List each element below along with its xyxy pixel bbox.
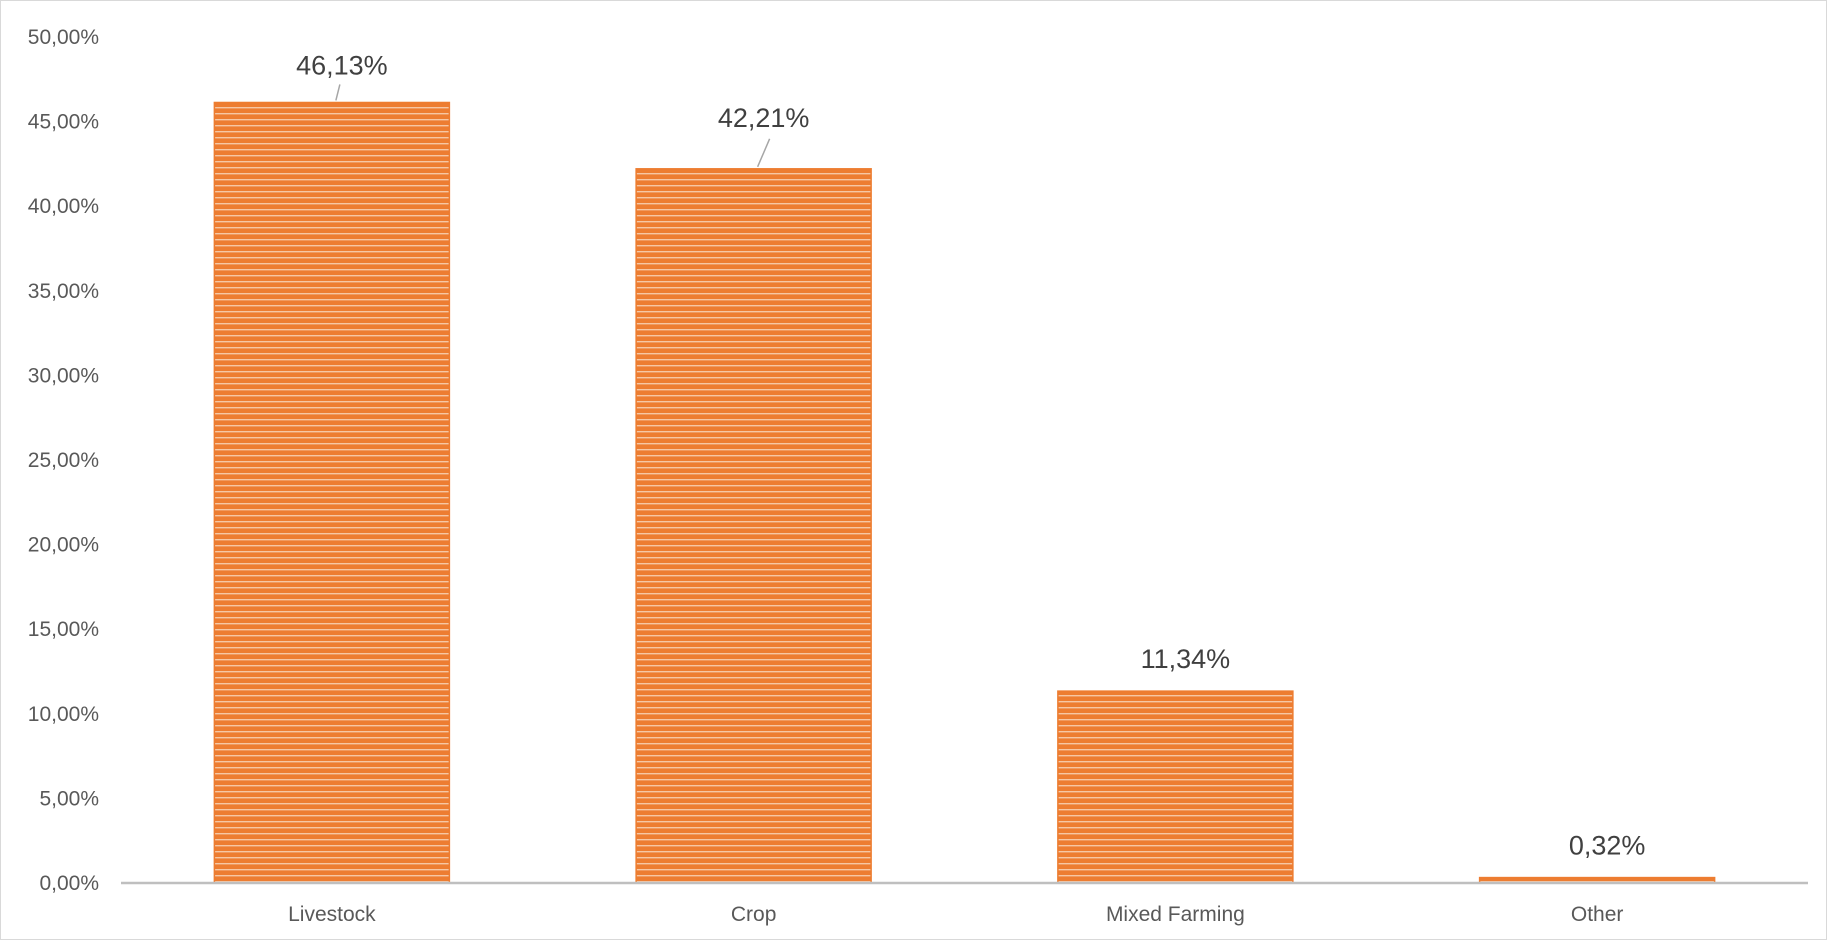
- leader-line: [756, 138, 771, 168]
- y-tick-label: 10,00%: [28, 703, 99, 726]
- x-tick-label: Mixed Farming: [1106, 903, 1245, 926]
- y-tick-label: 30,00%: [28, 364, 99, 387]
- data-label: 11,34%: [1141, 644, 1231, 674]
- data-label: 46,13%: [296, 50, 388, 80]
- bars: [213, 101, 1716, 884]
- leader-line: [335, 84, 341, 101]
- data-label: 42,21%: [718, 103, 810, 133]
- x-tick-label: Crop: [731, 903, 777, 926]
- y-tick-label: 20,00%: [28, 534, 99, 557]
- y-tick-label: 0,00%: [39, 872, 99, 895]
- y-tick-label: 50,00%: [28, 26, 99, 49]
- x-tick-label: Other: [1571, 903, 1624, 926]
- y-tick-label: 45,00%: [28, 111, 99, 134]
- y-tick-label: 40,00%: [28, 195, 99, 218]
- data-labels: 46,13% 42,21% 11,34% 0,32%: [296, 50, 1645, 860]
- x-axis: Livestock Crop Mixed Farming Other: [288, 903, 1623, 926]
- y-tick-label: 5,00%: [39, 787, 99, 810]
- bar-mixed-farming: [1057, 690, 1294, 884]
- data-label: 0,32%: [1569, 831, 1646, 861]
- bar-livestock: [213, 101, 451, 884]
- y-axis: 0,00% 5,00% 10,00% 15,00% 20,00% 25,00% 30,00%…: [28, 26, 99, 895]
- leader-lines: [335, 84, 771, 168]
- y-tick-label: 25,00%: [28, 449, 99, 472]
- y-tick-label: 35,00%: [28, 280, 99, 303]
- y-tick-label: 15,00%: [28, 618, 99, 641]
- bar-crop: [635, 168, 872, 884]
- x-tick-label: Livestock: [288, 903, 376, 926]
